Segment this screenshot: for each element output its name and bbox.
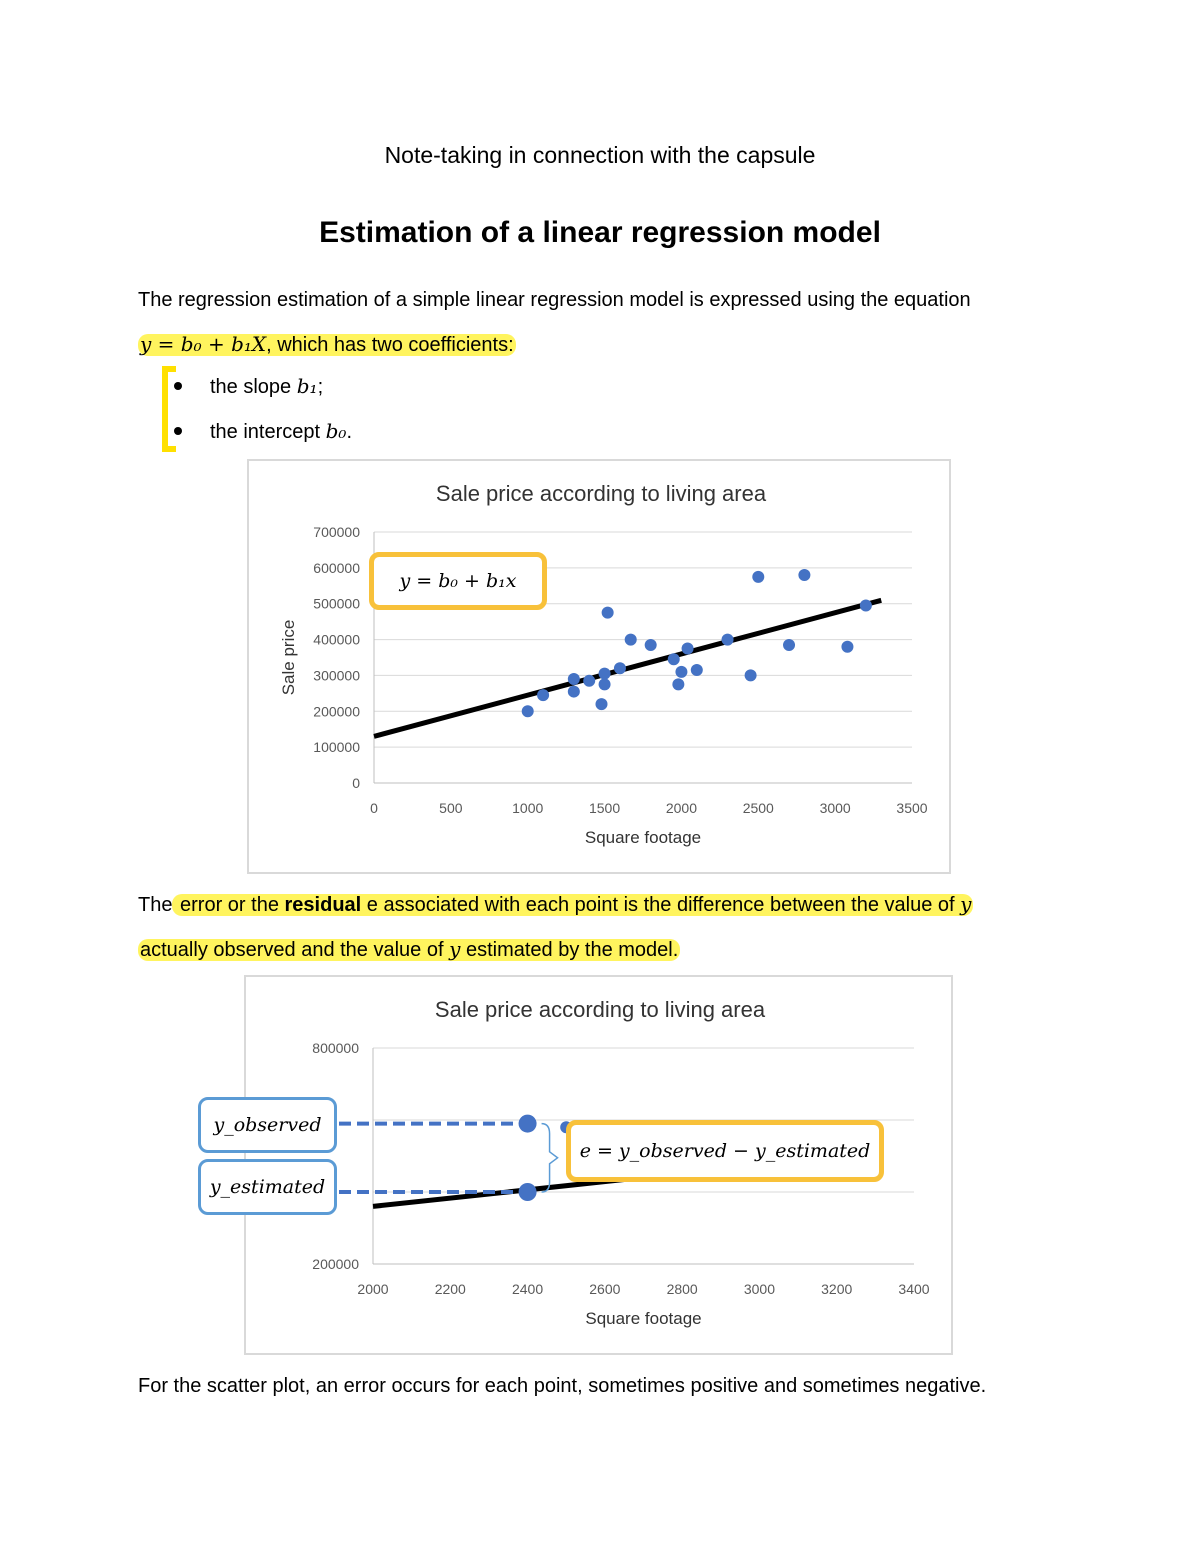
data-point: [598, 678, 611, 691]
residual-paragraph: The error or the residual e associated w…: [138, 882, 1062, 972]
data-point: [672, 678, 685, 691]
data-point: [567, 673, 580, 686]
data-point: [521, 705, 534, 718]
residual-highlight-2: actually observed and the value of y est…: [138, 937, 681, 961]
residual-text: estimated by the model: [460, 939, 673, 961]
residual-bold: residual: [284, 894, 362, 916]
x-tick-label: 1500: [589, 800, 620, 816]
chart-2-svg: Sale price according to living area 20000…: [312, 997, 929, 1328]
y-tick-label: 200000: [313, 703, 360, 719]
x-tick-label: 2000: [666, 800, 697, 816]
data-point: [518, 1183, 537, 1201]
residual-highlight-1: error or the residual e associated with …: [172, 892, 974, 916]
chart-1-svg: Sale price according to living area 0 1000…: [279, 481, 928, 847]
residual-equation-callout: e = y_observed − y_estimated: [566, 1120, 884, 1182]
data-point: [841, 640, 854, 653]
y-axis-label: Sale price: [279, 620, 298, 696]
y-tick-label: 600000: [313, 560, 360, 576]
data-point: [675, 665, 688, 678]
chart-title: Sale price according to living area: [436, 481, 767, 506]
residual-text: actually observed and the value of: [140, 939, 450, 961]
bullet-dot: [174, 382, 182, 390]
bullet-label: the intercept: [210, 421, 326, 443]
data-point: [798, 569, 811, 582]
data-point: [752, 570, 765, 583]
bullet-dot: [174, 427, 182, 435]
data-point: [667, 653, 680, 666]
x-tick-label: 0: [370, 800, 378, 816]
data-point: [537, 689, 550, 702]
bullet-symbol: b₁: [296, 374, 318, 398]
x-tick-label: 3000: [744, 1281, 775, 1297]
list-item-intercept: the intercept b₀.: [172, 411, 352, 456]
x-tick-label: 2200: [435, 1281, 466, 1297]
intro-text: The regression estimation of a simple li…: [138, 289, 971, 311]
data-point: [721, 633, 734, 646]
residual-end: .: [672, 939, 679, 961]
residual-y: y: [449, 937, 461, 961]
regression-line: [373, 597, 882, 739]
data-point: [567, 685, 580, 698]
x-axis-label: Square footage: [585, 828, 701, 847]
y-tick-label: 0: [352, 775, 360, 791]
list-item-slope: the slope b₁;: [172, 366, 352, 411]
bullet-end: ;: [317, 376, 324, 398]
y-tick-label: 400000: [313, 632, 360, 648]
x-tick-label: 3500: [896, 800, 927, 816]
coefficient-list: the slope b₁; the intercept b₀.: [172, 366, 352, 456]
residual-text: error or the: [174, 894, 285, 916]
page-subtitle: Note-taking in connection with the capsu…: [384, 142, 816, 168]
data-point: [601, 606, 614, 619]
observed-callout: y_observed: [198, 1097, 337, 1153]
data-point: [518, 1114, 537, 1133]
chart-sale-price-full: Sale price according to living area 0 1000…: [247, 459, 951, 874]
intro-equation: y = b₀ + b₁X: [140, 332, 267, 356]
data-point: [859, 599, 872, 612]
estimated-callout: y_estimated: [198, 1159, 337, 1215]
x-tick-label: 2400: [512, 1281, 543, 1297]
x-tick-label: 500: [439, 800, 463, 816]
y-tick-label: 100000: [313, 739, 360, 755]
x-tick-label: 2000: [357, 1281, 388, 1297]
residual-pre: The: [138, 894, 173, 916]
data-point: [595, 698, 608, 711]
intro-equation-tail: , which has two coefficients:: [266, 334, 514, 356]
y-tick-label: 200000: [312, 1256, 359, 1272]
residual-brace: [541, 1122, 559, 1193]
bullet-symbol: b₀: [325, 419, 347, 443]
data-point: [624, 633, 637, 646]
footer-paragraph: For the scatter plot, an error occurs fo…: [138, 1375, 987, 1397]
residual-y: y: [960, 892, 972, 916]
bullet-bracket: [162, 366, 176, 452]
data-point: [644, 638, 657, 651]
y-tick-label: 300000: [313, 667, 360, 683]
data-point: [598, 667, 611, 680]
x-tick-label: 3200: [821, 1281, 852, 1297]
x-tick-label: 1000: [512, 800, 543, 816]
data-point: [690, 664, 703, 677]
regression-equation-callout: y = b₀ + b₁x: [369, 552, 547, 610]
y-tick-label: 800000: [312, 1040, 359, 1056]
bullet-label: the slope: [210, 376, 297, 398]
y-tick-label: 500000: [313, 596, 360, 612]
page-title: Estimation of a linear regression model: [319, 216, 881, 249]
x-tick-label: 2800: [667, 1281, 698, 1297]
data-point: [613, 662, 626, 675]
data-point: [744, 669, 757, 682]
intro-highlight: y = b₀ + b₁X, which has two coefficients…: [138, 332, 516, 356]
chart-title: Sale price according to living area: [435, 997, 766, 1022]
y-tick-label: 700000: [313, 524, 360, 540]
data-point: [583, 674, 596, 687]
x-axis-label: Square footage: [585, 1309, 701, 1328]
intro-paragraph: The regression estimation of a simple li…: [138, 278, 1062, 367]
residual-text: e associated with each point is the diff…: [361, 894, 961, 916]
x-tick-label: 2600: [589, 1281, 620, 1297]
data-point: [681, 642, 694, 655]
data-point: [783, 638, 796, 651]
x-tick-label: 3000: [820, 800, 851, 816]
x-tick-label: 2500: [743, 800, 774, 816]
bullet-end: .: [346, 421, 353, 443]
x-tick-label: 3400: [898, 1281, 929, 1297]
